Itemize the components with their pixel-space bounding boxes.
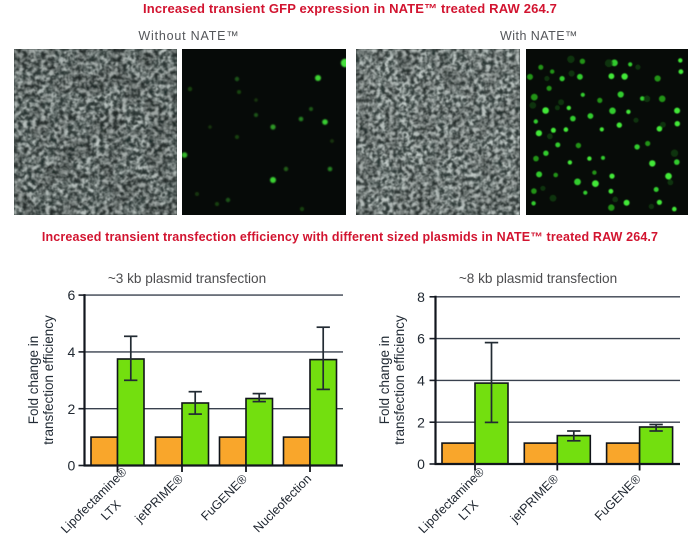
svg-text:4: 4 <box>68 344 76 360</box>
svg-text:jetPRIME®: jetPRIME® <box>132 471 187 526</box>
svg-text:4: 4 <box>417 373 425 389</box>
svg-text:0: 0 <box>68 458 76 474</box>
svg-text:FuGENE®: FuGENE® <box>198 471 250 523</box>
svg-text:2: 2 <box>417 414 425 430</box>
svg-text:transfection efficiency: transfection efficiency <box>41 315 56 445</box>
svg-text:Nucleofection: Nucleofection <box>251 472 314 535</box>
svg-text:6: 6 <box>417 331 425 347</box>
svg-text:Lipofectamine®: Lipofectamine® <box>58 464 130 536</box>
svg-text:6: 6 <box>68 287 76 303</box>
svg-text:Fold change in: Fold change in <box>377 336 392 425</box>
svg-text:0: 0 <box>417 456 425 472</box>
svg-text:~3 kb plasmid transfection: ~3 kb plasmid transfection <box>108 271 266 286</box>
svg-text:jetPRIME®: jetPRIME® <box>507 471 562 526</box>
svg-text:2: 2 <box>68 401 76 417</box>
svg-text:FuGENE®: FuGENE® <box>592 471 644 523</box>
svg-text:~8 kb plasmid transfection: ~8 kb plasmid transfection <box>459 271 617 286</box>
svg-text:transfection efficiency: transfection efficiency <box>392 315 407 445</box>
svg-text:Fold change in: Fold change in <box>26 336 41 425</box>
svg-text:Lipofectamine®: Lipofectamine® <box>416 464 488 536</box>
svg-text:8: 8 <box>417 289 425 305</box>
